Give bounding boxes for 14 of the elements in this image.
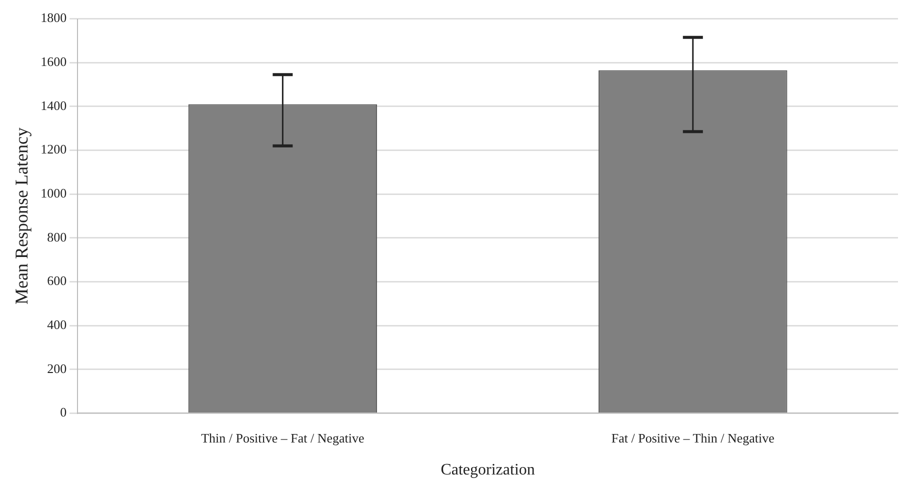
y-tick-label: 600: [47, 273, 67, 288]
y-tick-label: 1800: [40, 10, 67, 26]
x-tick-label: Fat / Positive – Thin / Negative: [611, 430, 775, 446]
y-tick-label: 400: [47, 316, 67, 332]
y-tick-label: 800: [47, 229, 67, 244]
y-tick-label: 1400: [40, 98, 67, 113]
y-axis-title: Mean Response Latency: [12, 128, 32, 304]
x-tick-label: Thin / Positive – Fat / Negative: [201, 430, 365, 446]
x-axis-title: Categorization: [440, 462, 535, 479]
y-tick-label: 1600: [40, 54, 67, 70]
y-tick-label: 1000: [40, 186, 67, 201]
y-tick-label: 200: [47, 360, 67, 376]
y-tick-label: 1200: [40, 142, 67, 157]
y-tick-label: 0: [60, 404, 67, 420]
